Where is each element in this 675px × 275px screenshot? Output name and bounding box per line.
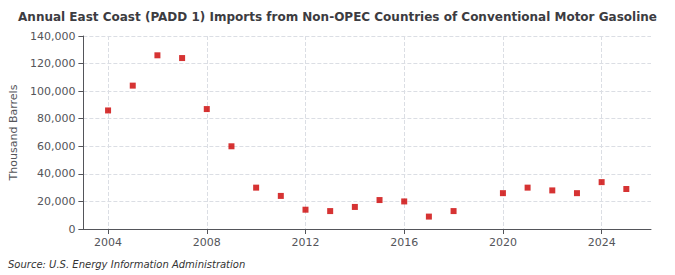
svg-text:2012: 2012 <box>291 236 319 249</box>
svg-text:40,000: 40,000 <box>37 167 76 180</box>
svg-text:2020: 2020 <box>489 236 517 249</box>
svg-text:Annual East Coast (PADD 1) Imp: Annual East Coast (PADD 1) Imports from … <box>18 10 657 24</box>
svg-text:140,000: 140,000 <box>30 30 76 43</box>
svg-text:Thousand Barrels: Thousand Barrels <box>7 84 20 181</box>
svg-text:2016: 2016 <box>390 236 418 249</box>
svg-text:Source: U.S. Energy Informatio: Source: U.S. Energy Information Administ… <box>8 259 245 270</box>
svg-text:120,000: 120,000 <box>30 57 76 70</box>
svg-text:0: 0 <box>68 223 75 236</box>
svg-text:2024: 2024 <box>588 236 616 249</box>
svg-text:20,000: 20,000 <box>37 195 76 208</box>
svg-text:60,000: 60,000 <box>37 140 76 153</box>
svg-text:2008: 2008 <box>193 236 221 249</box>
svg-text:2004: 2004 <box>94 236 122 249</box>
svg-text:80,000: 80,000 <box>37 112 76 125</box>
svg-text:100,000: 100,000 <box>30 85 76 98</box>
